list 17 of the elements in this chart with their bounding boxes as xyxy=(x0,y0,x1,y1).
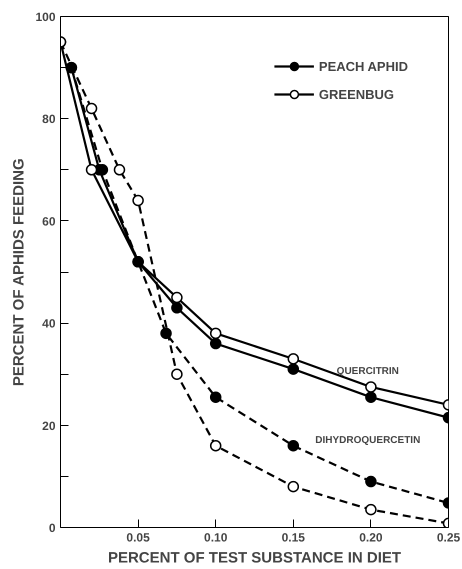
x-tick-label: 0.05 xyxy=(126,530,150,544)
legend-label: GREENBUG xyxy=(318,86,394,102)
legend-label: PEACH APHID xyxy=(318,58,408,74)
y-tick-label: 80 xyxy=(42,112,56,126)
x-tick-label: 0.15 xyxy=(282,530,306,544)
x-axis-title: PERCENT OF TEST SUBSTANCE IN DIET xyxy=(108,550,402,566)
annotation: QUERCITRIN xyxy=(336,366,399,378)
x-tick-label: 0.25 xyxy=(436,530,461,544)
y-tick-label: 0 xyxy=(48,521,56,535)
x-tick-label: 0.20 xyxy=(359,530,383,544)
y-tick-label: 100 xyxy=(35,10,56,24)
y-tick-label: 20 xyxy=(42,418,56,433)
y-axis-title: PERCENT OF APHIDS FEEDING xyxy=(10,158,28,386)
annotation: DIHYDROQUERCETIN xyxy=(315,435,420,446)
x-tick-label: 0.10 xyxy=(204,530,228,544)
y-tick-label: 60 xyxy=(42,214,56,228)
y-tick-label: 40 xyxy=(42,316,56,331)
